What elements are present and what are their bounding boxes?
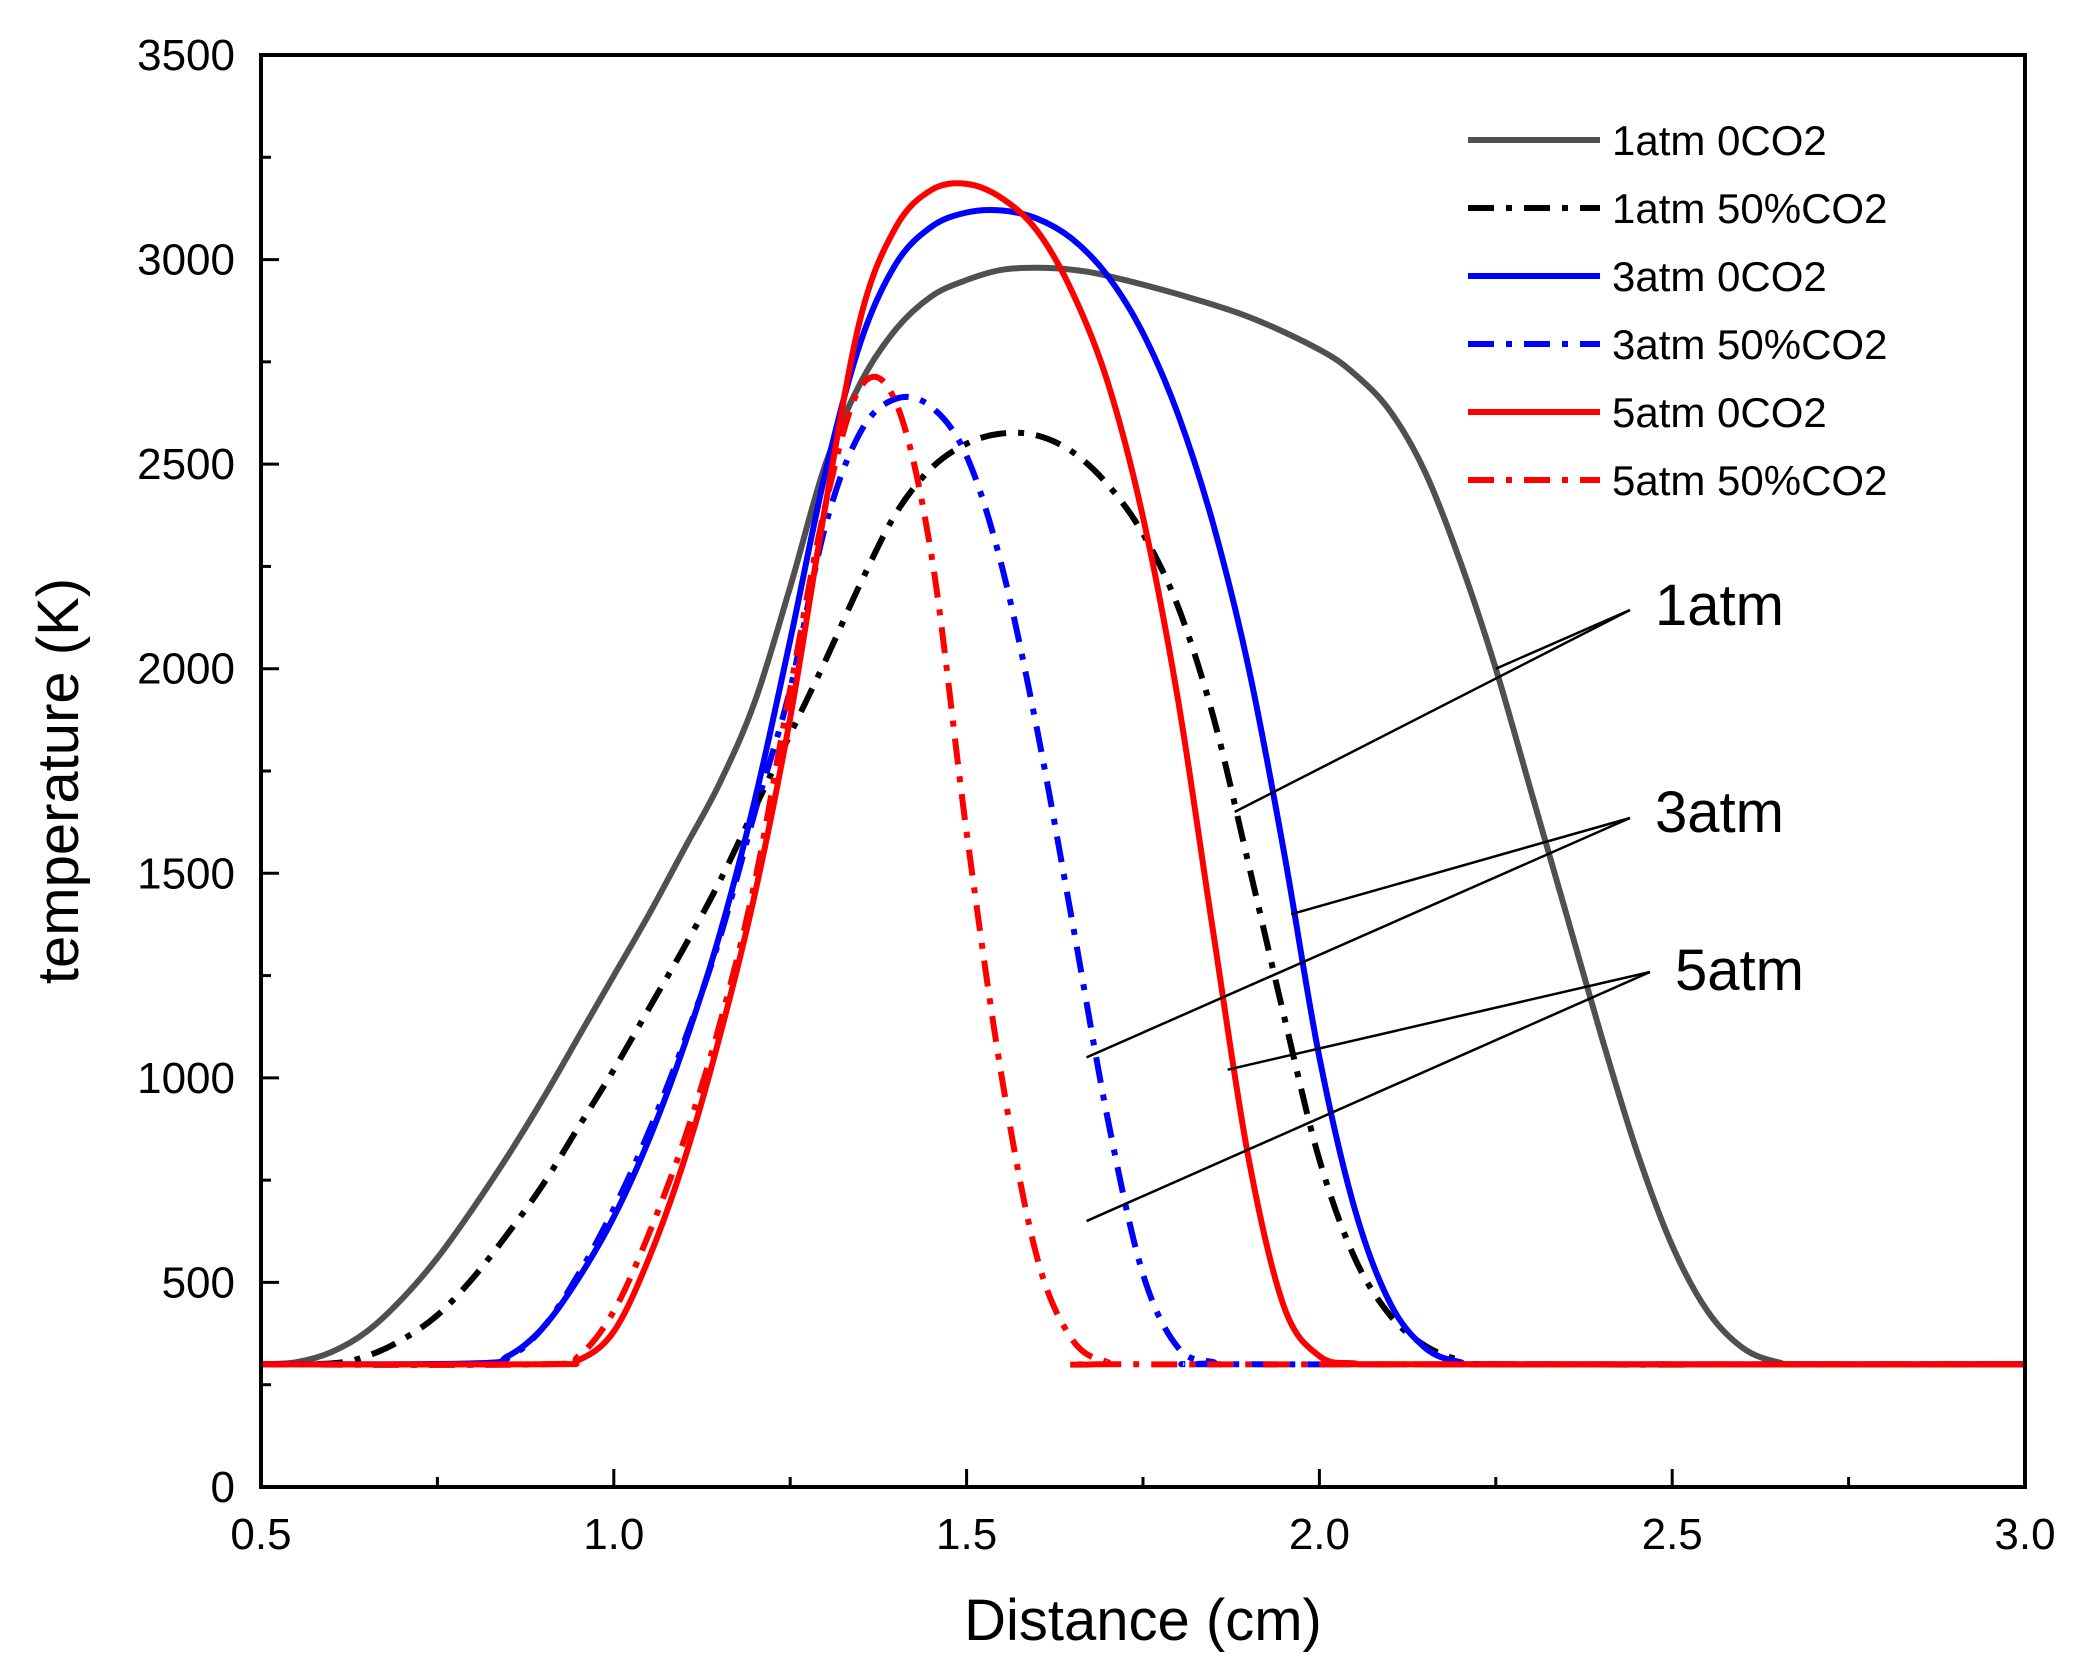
y-axis-title: temperature (K) xyxy=(26,578,91,984)
x-tick-label: 1.0 xyxy=(583,1510,644,1559)
legend-label: 1atm 50%CO2 xyxy=(1612,185,1887,232)
y-tick-label: 3000 xyxy=(137,236,235,285)
series-line-1atm-0co2 xyxy=(261,264,2025,1368)
x-tick-label: 2.0 xyxy=(1289,1510,1350,1559)
annotation-leader-line xyxy=(1290,816,1631,916)
curves-layer xyxy=(261,180,2025,1368)
series-line-1atm-50-co2 xyxy=(261,429,2025,1368)
annotation-label: 1atm xyxy=(1655,573,1784,638)
legend: 1atm 0CO2 1atm 50%CO2 3atm 0CO2 3atm 50%CO2… xyxy=(1468,117,1887,504)
annotation-leader-line xyxy=(1234,608,1631,814)
y-tick-label: 0 xyxy=(211,1463,235,1512)
legend-label: 1atm 0CO2 xyxy=(1612,117,1827,164)
series-line-3atm-0co2 xyxy=(261,206,2025,1368)
y-tick-label: 500 xyxy=(162,1258,235,1307)
series-line-5atm-50-co2 xyxy=(261,373,2025,1368)
annotation-label: 5atm xyxy=(1675,938,1804,1003)
annotation-leader-line xyxy=(1086,970,1651,1223)
x-tick-label: 1.5 xyxy=(936,1510,997,1559)
annotation-label: 3atm xyxy=(1655,780,1784,845)
y-tick-label: 1000 xyxy=(137,1054,235,1103)
series-line-5atm-0co2 xyxy=(261,180,2025,1368)
y-tick-label: 3500 xyxy=(137,31,235,80)
series-line-3atm-50-co2 xyxy=(261,393,2025,1368)
legend-label: 3atm 0CO2 xyxy=(1612,253,1827,300)
annotations-layer: 1atm 3atm 5atm xyxy=(1086,573,1804,1223)
y-tick-label: 2500 xyxy=(137,440,235,489)
legend-label: 5atm 0CO2 xyxy=(1612,389,1827,436)
ticks-layer: 0.5 1.0 1.5 2.0 2.5 3.0 0 500 1000 1500 2000 2500 30… xyxy=(137,31,2055,1559)
annotation-leader-line xyxy=(1086,816,1631,1059)
x-tick-label: 0.5 xyxy=(230,1510,291,1559)
x-tick-label: 3.0 xyxy=(1994,1510,2055,1559)
legend-label: 5atm 50%CO2 xyxy=(1612,457,1887,504)
x-axis-title: Distance (cm) xyxy=(964,1588,1322,1653)
y-tick-label: 2000 xyxy=(137,645,235,694)
y-tick-label: 1500 xyxy=(137,849,235,898)
annotation-leader-line xyxy=(1227,970,1651,1071)
annotation-leader-line xyxy=(1495,608,1631,670)
legend-label: 3atm 50%CO2 xyxy=(1612,321,1887,368)
x-tick-label: 2.5 xyxy=(1642,1510,1703,1559)
